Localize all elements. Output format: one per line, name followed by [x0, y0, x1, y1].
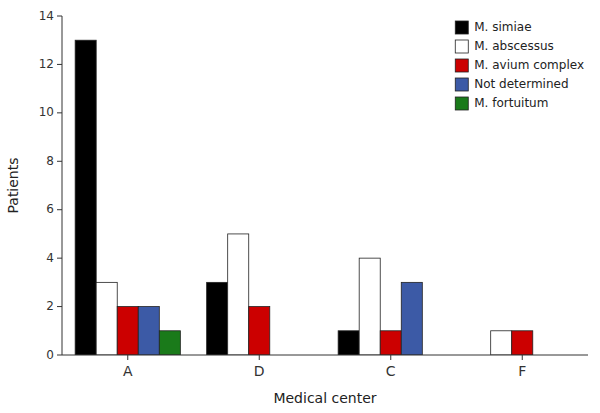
y-tick: [57, 209, 62, 210]
bar: [228, 234, 249, 355]
y-tick-label: 8: [46, 154, 54, 168]
bar: [401, 282, 422, 355]
x-tick-label: A: [123, 363, 133, 379]
bar: [207, 282, 228, 355]
bar: [138, 307, 159, 355]
legend-label: Not determined: [474, 77, 568, 91]
bar: [380, 331, 401, 355]
y-tick: [57, 16, 62, 17]
legend-label: M. fortuitum: [474, 96, 548, 110]
y-axis-line: [62, 16, 63, 355]
legend-swatch: [455, 97, 468, 110]
y-tick: [57, 64, 62, 65]
x-tick-label: F: [518, 363, 526, 379]
legend: M. simiae M. abscessus M. avium complex Not…: [455, 20, 584, 110]
bar: [338, 331, 359, 355]
axes: 0 2 4 6 8 10 12 14 A D C F: [39, 9, 588, 380]
y-tick: [57, 258, 62, 259]
bar: [249, 307, 270, 355]
y-tick: [57, 355, 62, 356]
bar: [159, 331, 180, 355]
bar: [491, 331, 512, 355]
y-axis-label: Patients: [5, 157, 21, 213]
bar: [96, 282, 117, 355]
y-tick-label: 10: [39, 105, 54, 119]
legend-swatch: [455, 40, 468, 53]
legend-label: M. abscessus: [474, 39, 554, 53]
y-tick-label: 6: [46, 202, 54, 216]
bars: [75, 40, 533, 355]
bar: [359, 258, 380, 355]
y-tick: [57, 112, 62, 113]
legend-label: M. simiae: [474, 20, 531, 34]
y-tick-label: 4: [46, 251, 54, 265]
x-tick: [522, 355, 523, 360]
x-tick-label: C: [386, 363, 396, 379]
x-tick: [390, 355, 391, 360]
x-axis-line: [62, 355, 588, 356]
bar: [512, 331, 533, 355]
y-tick: [57, 161, 62, 162]
y-tick-label: 0: [46, 348, 54, 362]
legend-swatch: [455, 21, 468, 34]
x-axis-label: Medical center: [273, 390, 376, 406]
legend-label: M. avium complex: [474, 58, 584, 72]
legend-swatch: [455, 78, 468, 91]
x-tick-label: D: [254, 363, 265, 379]
y-tick-label: 2: [46, 299, 54, 313]
y-tick: [57, 306, 62, 307]
chart: 0 2 4 6 8 10 12 14 A D C F Medical center Patients M. …: [0, 0, 600, 413]
bar: [117, 307, 138, 355]
x-tick: [259, 355, 260, 360]
y-tick-label: 12: [39, 57, 54, 71]
legend-swatch: [455, 59, 468, 72]
x-tick: [127, 355, 128, 360]
y-tick-label: 14: [39, 9, 54, 23]
bar: [75, 40, 96, 355]
